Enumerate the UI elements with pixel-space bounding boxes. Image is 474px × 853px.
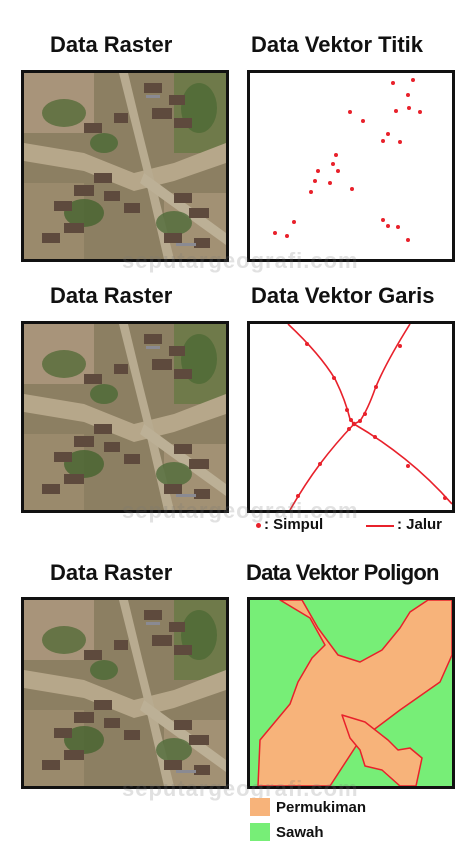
- vertex-node: [351, 421, 357, 427]
- raster-image-3: [24, 600, 226, 786]
- point-node: [350, 187, 354, 191]
- raster-title-3: Data Raster: [50, 560, 173, 585]
- raster-title-2: Data Raster: [50, 283, 173, 308]
- point-node: [386, 224, 390, 228]
- vector-title-points: Data Vektor Titik: [251, 32, 423, 57]
- sawah-legend-swatch: [250, 823, 270, 841]
- watermark-2: seputargeografi.com: [122, 498, 359, 523]
- polygon-vector-map: [250, 600, 452, 786]
- vertex-node: [318, 462, 322, 466]
- point-vector-panel: [247, 70, 455, 262]
- vertex-node: [398, 344, 402, 348]
- point-node: [381, 139, 385, 143]
- line-legend-label: : Jalur: [397, 516, 443, 533]
- vertex-node: [349, 418, 353, 422]
- vertex-node: [443, 496, 447, 500]
- point-node: [398, 140, 402, 144]
- point-node: [273, 231, 277, 235]
- point-node: [386, 132, 390, 136]
- polygon-vector-panel: [247, 597, 455, 789]
- point-vector-map: [250, 73, 452, 259]
- vertex-node: [373, 435, 377, 439]
- point-node: [336, 169, 340, 173]
- vertex-node: [305, 342, 309, 346]
- point-node: [361, 119, 365, 123]
- line-legend-swatch: [366, 525, 394, 527]
- point-node: [328, 181, 332, 185]
- point-node: [394, 109, 398, 113]
- permukiman-polygon: [257, 600, 452, 786]
- vector-title-lines: Data Vektor Garis: [251, 283, 435, 308]
- vertex-legend-dot: [256, 523, 261, 528]
- vertex-node: [347, 427, 351, 431]
- point-node: [391, 81, 395, 85]
- raster-image-1: [24, 73, 226, 259]
- vertex-node: [332, 376, 336, 380]
- permukiman-legend-swatch: [250, 798, 270, 816]
- permukiman-legend-label: Permukiman: [276, 799, 367, 816]
- raster-panel-1: [21, 70, 229, 262]
- vertex-node: [406, 464, 410, 468]
- raster-panel-2: [21, 321, 229, 513]
- vertex-node: [363, 412, 367, 416]
- sawah-legend-label: Sawah: [276, 824, 324, 841]
- vertex-node: [296, 494, 300, 498]
- line-vector-panel: [247, 321, 455, 513]
- permukiman-polygon: [341, 714, 423, 786]
- point-node: [381, 218, 385, 222]
- point-node: [316, 169, 320, 173]
- raster-panel-3: [21, 597, 229, 789]
- point-node: [407, 106, 411, 110]
- raster-title-1: Data Raster: [50, 32, 173, 57]
- vertex-legend-label: : Simpul: [264, 516, 324, 533]
- point-node: [406, 93, 410, 97]
- point-node: [411, 78, 415, 82]
- road-line: [353, 423, 452, 505]
- point-node: [418, 110, 422, 114]
- vertex-node: [345, 408, 349, 412]
- point-node: [313, 179, 317, 183]
- vertex-node: [358, 419, 362, 423]
- point-node: [285, 234, 289, 238]
- point-node: [406, 238, 410, 242]
- raster-image-2: [24, 324, 226, 510]
- point-node: [331, 162, 335, 166]
- watermark-3: seputargeografi.com: [122, 776, 359, 801]
- point-node: [396, 225, 400, 229]
- point-node: [348, 110, 352, 114]
- road-line: [353, 324, 411, 425]
- vertex-node: [374, 385, 378, 389]
- map-background: [250, 73, 452, 259]
- point-node: [309, 190, 313, 194]
- point-node: [292, 220, 296, 224]
- vector-title-polygons: Data Vektor Poligon: [246, 560, 439, 585]
- watermark-1: seputargeografi.com: [122, 248, 359, 273]
- line-vector-map: [250, 324, 452, 510]
- point-node: [334, 153, 338, 157]
- map-background: [250, 324, 452, 510]
